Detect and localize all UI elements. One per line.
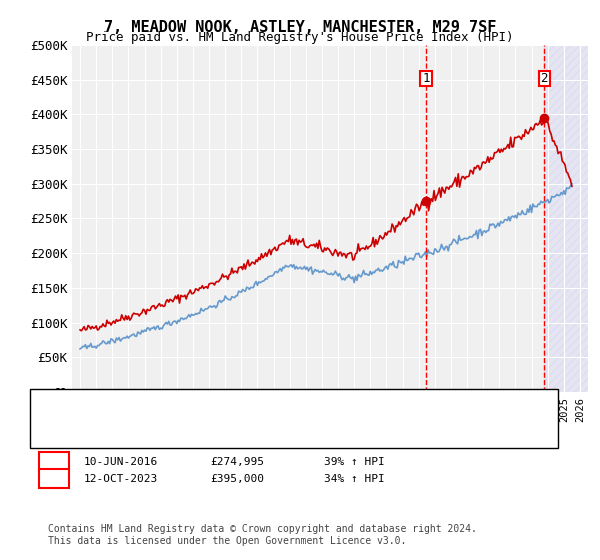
Bar bbox=[544, 45, 588, 392]
Text: 12-OCT-2023: 12-OCT-2023 bbox=[84, 474, 158, 483]
Text: 34% ↑ HPI: 34% ↑ HPI bbox=[324, 474, 385, 483]
Text: 2: 2 bbox=[50, 474, 58, 483]
Text: 10-JUN-2016: 10-JUN-2016 bbox=[84, 457, 158, 466]
Text: 7, MEADOW NOOK, ASTLEY, MANCHESTER, M29 7SF (detached house): 7, MEADOW NOOK, ASTLEY, MANCHESTER, M29 … bbox=[93, 404, 498, 414]
Text: £395,000: £395,000 bbox=[210, 474, 264, 483]
Text: Price paid vs. HM Land Registry's House Price Index (HPI): Price paid vs. HM Land Registry's House … bbox=[86, 31, 514, 44]
Text: Contains HM Land Registry data © Crown copyright and database right 2024.
This d: Contains HM Land Registry data © Crown c… bbox=[48, 524, 477, 546]
Text: 39% ↑ HPI: 39% ↑ HPI bbox=[324, 457, 385, 466]
Text: 1: 1 bbox=[422, 72, 430, 85]
Bar bbox=[544, 45, 588, 392]
Text: 1: 1 bbox=[50, 457, 58, 466]
Text: 2: 2 bbox=[541, 72, 548, 85]
Text: HPI: Average price, detached house, Wigan: HPI: Average price, detached house, Wiga… bbox=[93, 422, 370, 432]
FancyBboxPatch shape bbox=[539, 71, 550, 86]
Text: 7, MEADOW NOOK, ASTLEY, MANCHESTER, M29 7SF: 7, MEADOW NOOK, ASTLEY, MANCHESTER, M29 … bbox=[104, 20, 496, 35]
Text: £274,995: £274,995 bbox=[210, 457, 264, 466]
FancyBboxPatch shape bbox=[421, 71, 431, 86]
